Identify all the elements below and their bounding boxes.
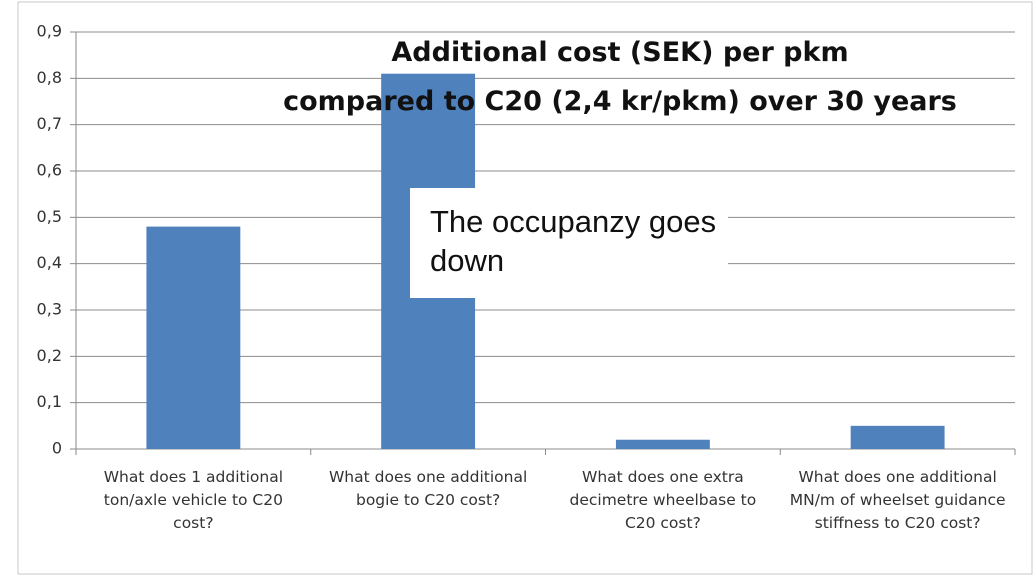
- y-tick-label: 0,7: [37, 114, 62, 133]
- y-tick-label: 0,4: [37, 253, 62, 272]
- y-tick-label: 0,5: [37, 207, 62, 226]
- annotation: The occupanzy goes down: [410, 188, 728, 298]
- x-tick-label: What does 1 additional ton/axle vehicle …: [103, 468, 284, 532]
- x-tick-label: What does one additional MN/m of wheelse…: [789, 468, 1006, 532]
- bar: [146, 226, 241, 449]
- x-tick-label: What does one extra decimetre wheelbase …: [569, 468, 757, 532]
- y-tick-label: 0,3: [37, 300, 62, 319]
- y-tick-label: 0,2: [37, 346, 62, 365]
- y-tick-label: 0,6: [37, 161, 62, 180]
- y-tick-label: 0: [52, 439, 62, 458]
- y-tick-label: 0,8: [37, 68, 62, 87]
- x-tick-label: What does one additional bogie to C20 co…: [328, 468, 528, 509]
- bar: [850, 425, 945, 449]
- y-tick-label: 0,9: [37, 22, 62, 41]
- chart-title: Additional cost (SEK) per pkm compared t…: [240, 28, 1000, 126]
- frame: [17, 1, 1033, 575]
- title-line: compared to C20 (2,4 kr/pkm) over 30 yea…: [283, 86, 957, 117]
- bar: [615, 439, 710, 449]
- title-line: Additional cost (SEK) per pkm: [391, 37, 849, 68]
- y-tick-label: 0,1: [37, 392, 62, 411]
